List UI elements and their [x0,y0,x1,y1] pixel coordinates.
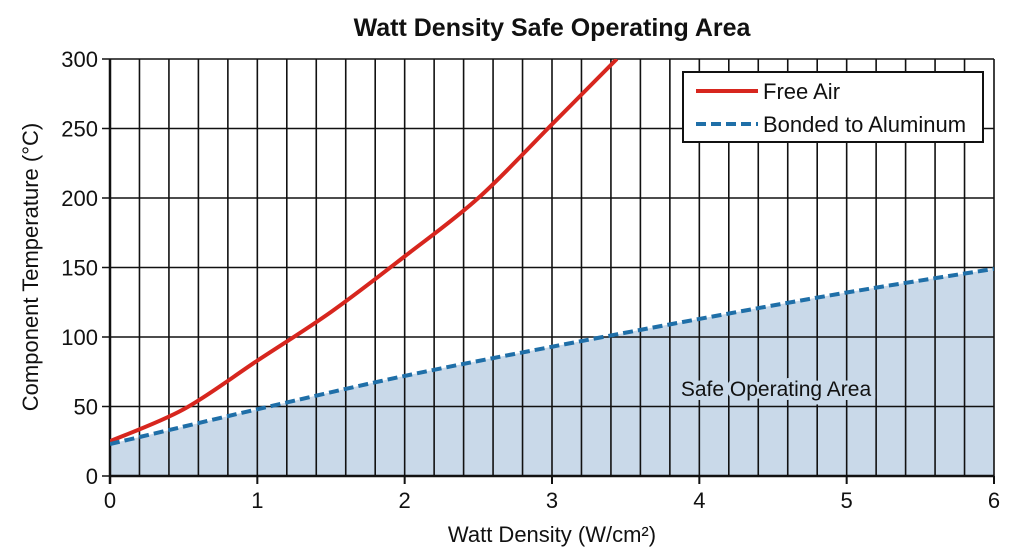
x-axis-label: Watt Density (W/cm²) [448,522,656,547]
safe-area-label: Safe Operating Area [681,378,872,401]
y-tick-label: 50 [74,395,98,420]
legend: Free Air Bonded to Aluminum [682,71,984,143]
x-tick-label: 6 [988,488,1000,513]
x-tick-label: 3 [546,488,558,513]
chart-title: Watt Density Safe Operating Area [354,14,752,42]
y-tick-label: 0 [86,464,98,489]
y-tick-label: 300 [61,47,98,72]
y-tick-label: 100 [61,325,98,350]
x-tick-label: 1 [251,488,263,513]
x-tick-label: 2 [399,488,411,513]
y-tick-label: 250 [61,117,98,142]
x-tick-label: 5 [841,488,853,513]
y-axis-label: Component Temperature (°C) [18,123,43,411]
series-line-bonded-to-aluminum [110,266,994,446]
x-tick-label: 0 [104,488,116,513]
legend-box [682,71,984,143]
legend-label-free-air: Free Air [763,79,840,104]
y-tick-label: 200 [61,186,98,211]
series-line-free-air [110,59,619,444]
y-tick-label: 150 [61,256,98,281]
legend-label-bonded: Bonded to Aluminum [763,112,966,137]
x-tick-label: 4 [693,488,705,513]
